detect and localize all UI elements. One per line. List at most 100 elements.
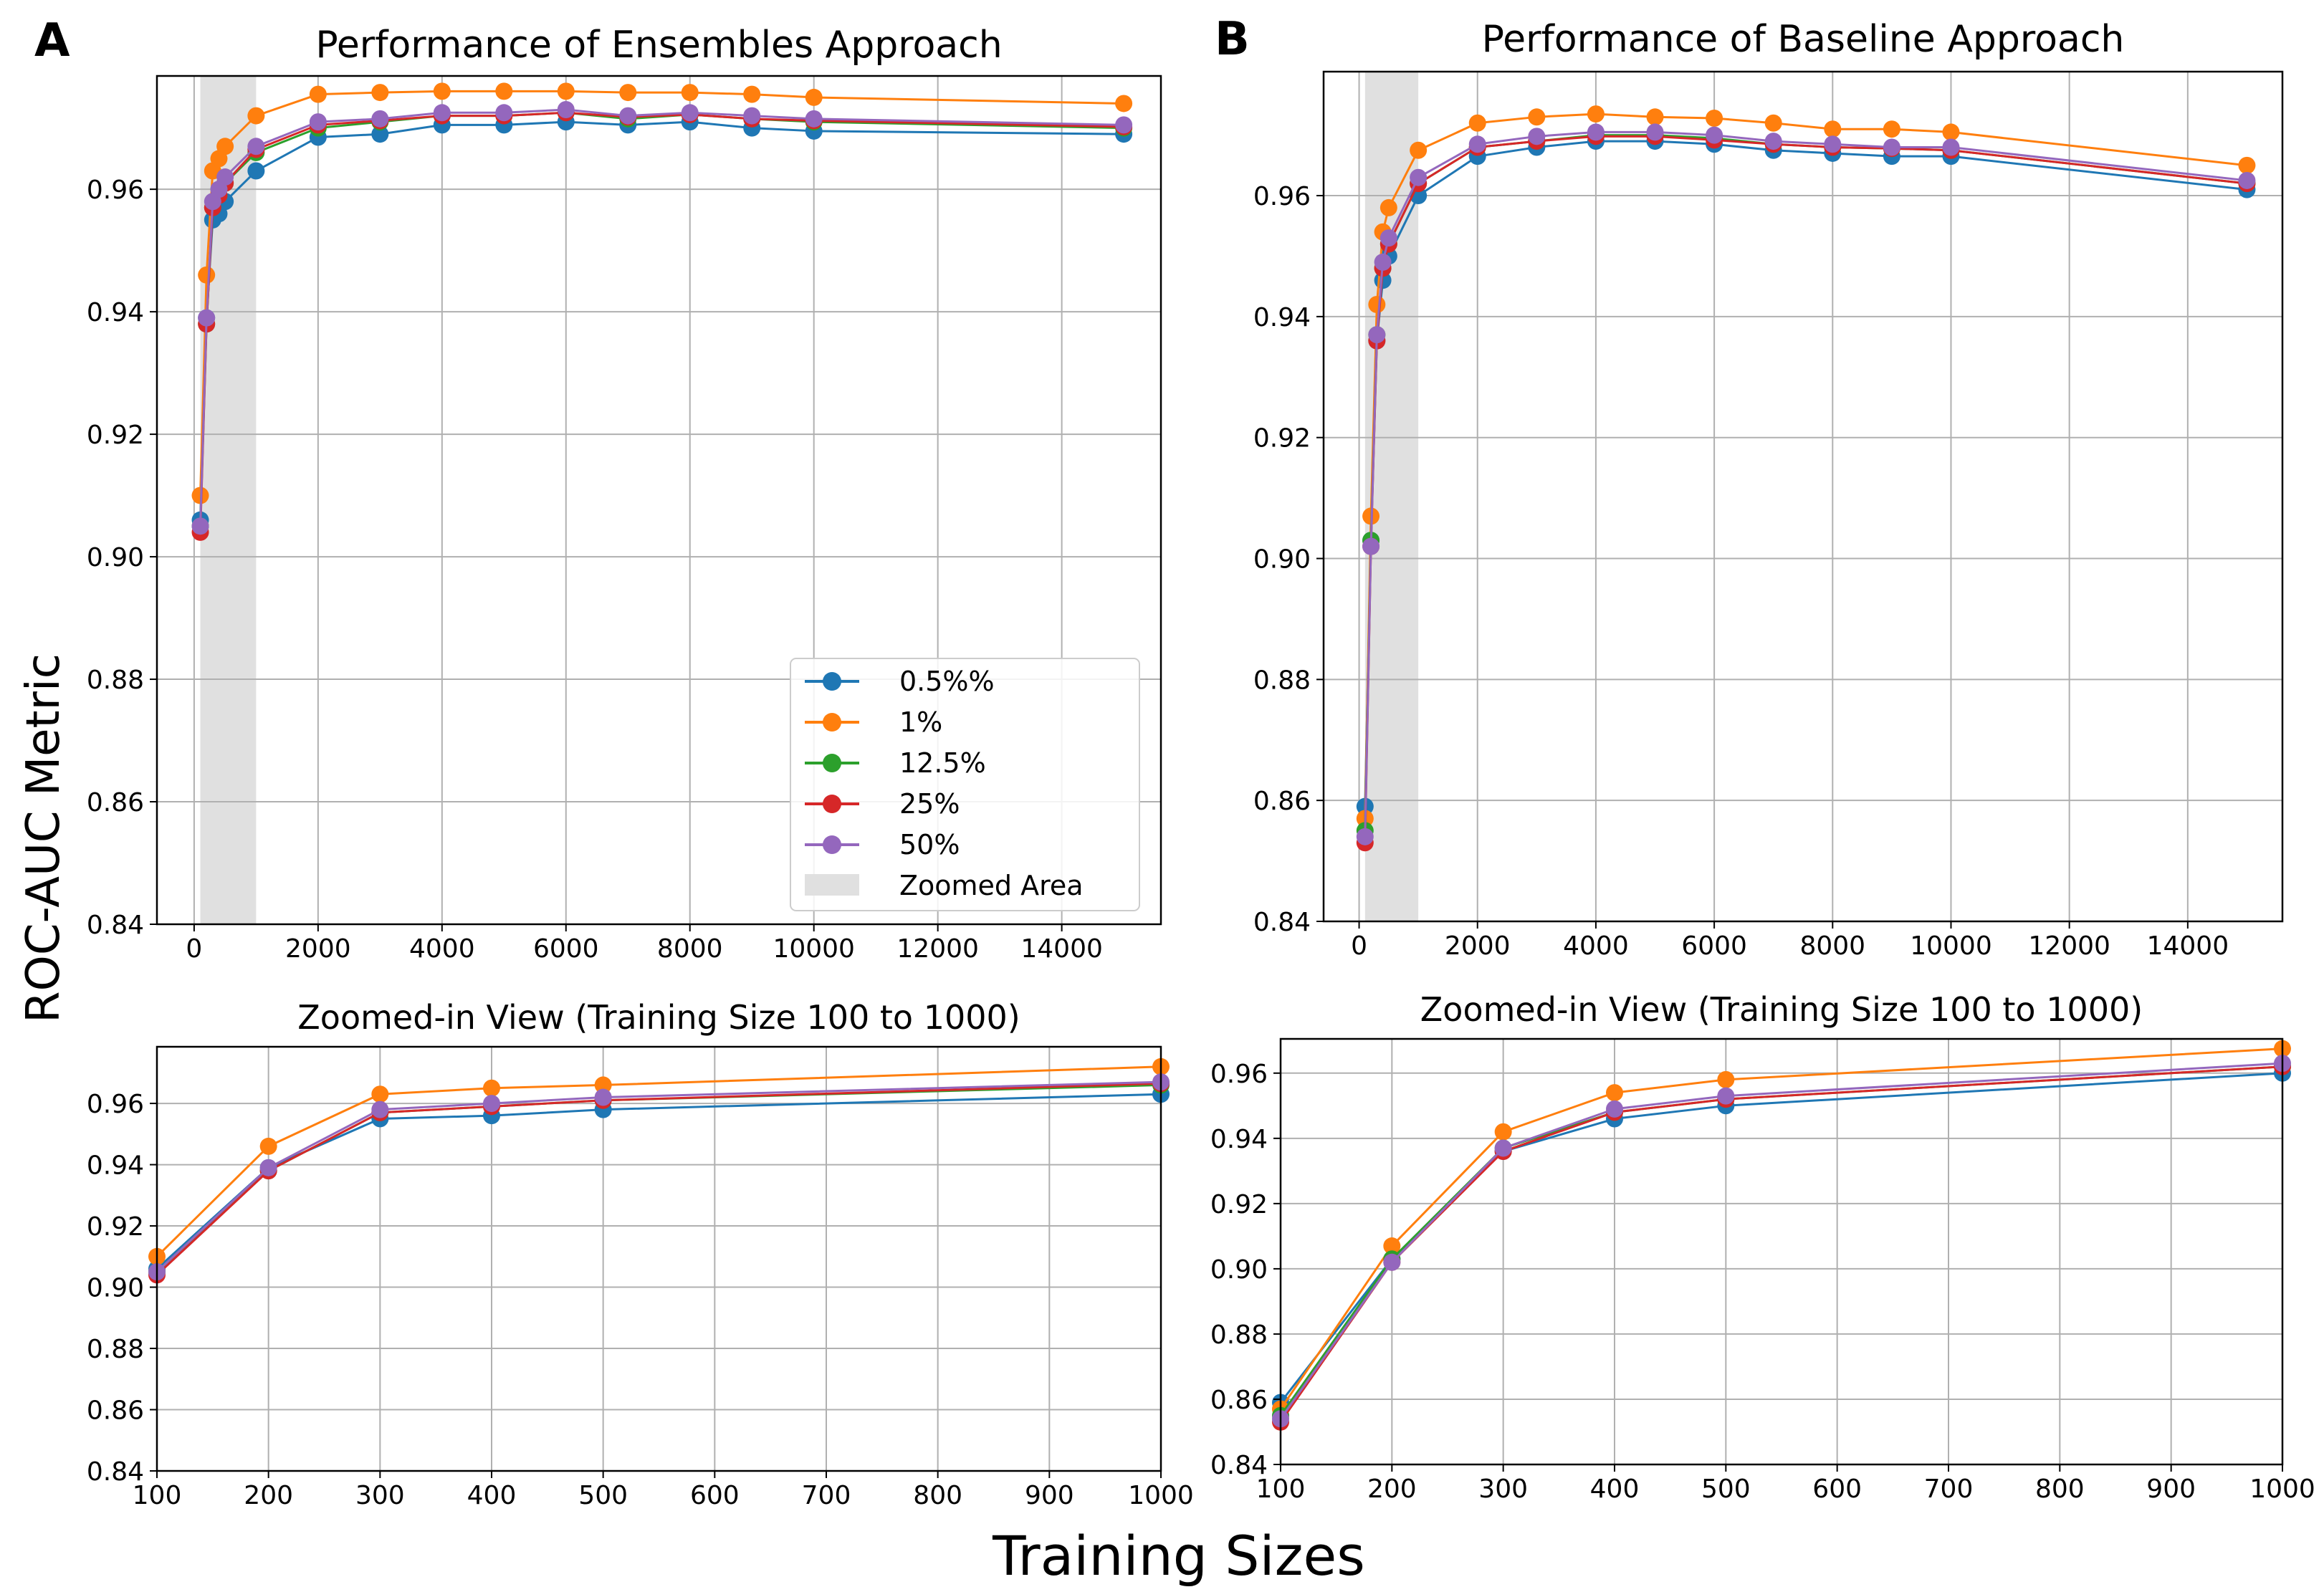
ensembles-main-point-1-15000 (1115, 95, 1133, 112)
ensembles-zoom-x-tick-label: 500 (578, 1481, 628, 1510)
ensembles-main-x-tick-label: 4000 (409, 934, 475, 964)
legend-marker-50 (823, 835, 841, 854)
baseline-main-point-50-4000 (1587, 123, 1605, 141)
baseline-zoom-plot-frame (1279, 1037, 2284, 1466)
ensembles-main-point-50-2000 (309, 113, 327, 131)
baseline-main-point-1-15000 (2238, 156, 2256, 174)
legend-label-0-5: 0.5%% (899, 666, 995, 697)
ensembles-main-x-tick-label: 14000 (1020, 934, 1103, 964)
baseline-main-point-1-7000 (1764, 114, 1782, 132)
baseline-main-x-tick-label: 10000 (1910, 931, 1992, 961)
legend-label-12-5: 12.5% (899, 747, 986, 779)
ensembles-main-y-tick-label: 0.94 (87, 298, 144, 327)
ensembles-zoom-series-line-1 (156, 1065, 1162, 1257)
ensembles-main-point-50-5000 (495, 104, 513, 122)
baseline-main-x-tick-label: 6000 (1681, 931, 1747, 961)
ensembles-main-point-1-6000 (557, 82, 575, 100)
baseline-main-point-1-300 (1368, 295, 1386, 313)
ensembles-zoom-title: Zoomed-in View (Training Size 100 to 100… (297, 998, 1020, 1037)
baseline-main-point-50-9000 (1883, 138, 1900, 156)
ensembles-main-x-tick-label: 0 (186, 934, 202, 964)
legend-marker-25 (823, 795, 841, 813)
ensembles-zoom-x-tick-label: 1000 (1128, 1481, 1194, 1510)
baseline-zoom-point-1-400 (1606, 1084, 1623, 1102)
legend-zoom-swatch (805, 874, 859, 896)
baseline-main-point-50-3000 (1528, 128, 1546, 145)
ensembles-main-point-1-500 (216, 138, 234, 155)
baseline-zoom-x-tick-label: 600 (1812, 1474, 1862, 1504)
ensembles-zoom-point-1-300 (371, 1085, 389, 1103)
legend-label-50: 50% (899, 829, 960, 860)
baseline-zoom-x-tick-label: 500 (1701, 1474, 1751, 1504)
ensembles-main-x-tick-label: 10000 (773, 934, 855, 964)
baseline-main-point-50-6000 (1706, 126, 1723, 144)
baseline-zoom-y-tick-label: 0.90 (1210, 1255, 1268, 1285)
baseline-main-point-50-8000 (1824, 135, 1842, 153)
ensembles-main-point-1-7000 (619, 84, 637, 102)
baseline-zoom-x-tick-label: 200 (1367, 1474, 1417, 1504)
ensembles-zoom-point-1-500 (594, 1076, 612, 1094)
ensembles-main-x-tick-label: 6000 (533, 934, 599, 964)
ensembles-main-point-50-7000 (619, 107, 637, 125)
ensembles-main-point-1-10000 (805, 88, 823, 106)
ensembles-main-y-tick-label: 0.88 (87, 666, 144, 695)
ensembles-main-point-50-1000 (247, 138, 265, 155)
baseline-main-x-tick-label: 12000 (2028, 931, 2110, 961)
baseline-main-point-1-10000 (1942, 123, 1960, 141)
ensembles-zoom-point-50-300 (371, 1101, 389, 1118)
ensembles-zoom-chart: 100 200 300 400 500 600 700 800 900 1000 0.84 0.86 0… (87, 998, 1194, 1510)
baseline-zoom-x-tick-label: 300 (1478, 1474, 1528, 1504)
baseline-main-y-tick-label: 0.96 (1253, 182, 1311, 211)
ensembles-main-point-50-9000 (743, 107, 761, 125)
legend-marker-0-5 (823, 672, 841, 691)
baseline-zoom-x-tick-label: 800 (2035, 1474, 2085, 1504)
ensembles-zoom-y-tick-label: 0.94 (87, 1151, 144, 1181)
baseline-main-point-1-1000 (1410, 141, 1428, 159)
baseline-zoom-y-tick-label: 0.88 (1210, 1320, 1268, 1350)
ensembles-main-x-tick-label: 8000 (657, 934, 723, 964)
ensembles-zoom-y-tick-label: 0.84 (87, 1457, 144, 1487)
ensembles-main-point-1-3000 (371, 84, 389, 102)
baseline-main-x-tick-label: 8000 (1799, 931, 1865, 961)
baseline-zoom-x-tick-label: 100 (1256, 1474, 1306, 1504)
ensembles-zoom-point-50-500 (594, 1088, 612, 1106)
ensembles-main-point-50-3000 (371, 110, 389, 128)
baseline-main-x-tick-label: 2000 (1445, 931, 1511, 961)
baseline-main-point-1-5000 (1646, 108, 1664, 126)
ensembles-zoom-x-tick-label: 700 (802, 1481, 851, 1510)
ensembles-main-point-0-5-3000 (371, 125, 389, 143)
ensembles-main-point-1-4000 (433, 82, 451, 100)
baseline-main-point-1-500 (1379, 198, 1397, 216)
panel-letter-b: B (1215, 13, 1250, 66)
ensembles-main-y-tick-label: 0.84 (87, 911, 144, 940)
ensembles-zoom-point-1-200 (259, 1137, 277, 1155)
baseline-main-point-50-7000 (1764, 133, 1782, 150)
baseline-main-chart: 0 2000 4000 6000 8000 10000 12000 14000 0.84 0.86… (1253, 18, 2284, 961)
ensembles-zoom-y-tick-label: 0.86 (87, 1396, 144, 1425)
baseline-main-point-50-200 (1362, 537, 1380, 555)
baseline-main-y-tick-label: 0.88 (1253, 666, 1311, 695)
baseline-main-y-tick-label: 0.86 (1253, 787, 1311, 816)
ensembles-main-point-50-6000 (557, 101, 575, 119)
baseline-zoom-chart: 100 200 300 400 500 600 700 800 900 1000 0.84 0.86 0… (1210, 990, 2315, 1504)
baseline-main-point-50-500 (1379, 229, 1397, 247)
baseline-main-point-1-4000 (1587, 105, 1605, 123)
ensembles-main-point-1-5000 (495, 82, 513, 100)
ensembles-zoom-y-tick-label: 0.92 (87, 1212, 144, 1242)
ensembles-main-x-tick-label: 2000 (285, 934, 351, 964)
baseline-zoom-point-50-200 (1383, 1253, 1401, 1271)
ensembles-main-plot-frame (156, 75, 1162, 926)
baseline-zoom-point-50-300 (1494, 1139, 1512, 1157)
baseline-zoom-x-tick-label: 1000 (2249, 1474, 2315, 1504)
ensembles-zoom-plot-frame (156, 1045, 1162, 1472)
ensembles-main-title: Performance of Ensembles Approach (315, 24, 1002, 67)
baseline-zoom-point-1-200 (1383, 1237, 1401, 1255)
baseline-main-point-50-5000 (1646, 123, 1664, 141)
ensembles-main-y-tick-label: 0.86 (87, 788, 144, 817)
baseline-zoom-point-50-400 (1606, 1100, 1623, 1118)
baseline-main-point-1-3000 (1528, 108, 1546, 126)
ensembles-zoom-point-1-400 (483, 1079, 500, 1097)
baseline-zoom-point-1-500 (1717, 1070, 1735, 1088)
